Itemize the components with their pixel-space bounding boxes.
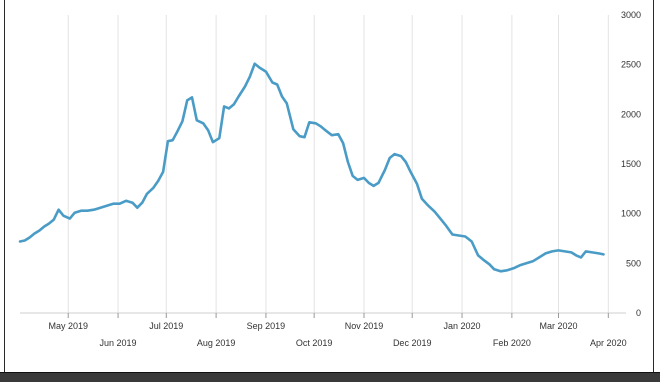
x-axis-ticks: May 2019 Jul 2019 Sep 2019 Nov 2019 Jan 2020… xyxy=(48,313,627,348)
x-tick-label: Jul 2019 xyxy=(149,321,183,331)
series-line xyxy=(18,62,605,273)
x-tick-label: Sep 2019 xyxy=(247,321,286,331)
x-tick-label: Dec 2019 xyxy=(393,338,432,348)
x-tick-label: Apr 2020 xyxy=(590,338,627,348)
x-tick-label: Mar 2020 xyxy=(539,321,577,331)
x-tick-label: Jan 2020 xyxy=(444,321,481,331)
y-tick-label: 0 xyxy=(636,308,641,318)
y-tick-label: 2000 xyxy=(621,109,641,119)
x-tick-label: May 2019 xyxy=(48,321,88,331)
y-axis-ticks: 3000 2500 2000 1500 1000 500 0 xyxy=(621,10,641,318)
x-tick-label: Oct 2019 xyxy=(296,338,333,348)
vertical-gridlines xyxy=(67,15,609,313)
y-tick-label: 1500 xyxy=(621,159,641,169)
x-tick-label: Aug 2019 xyxy=(197,338,236,348)
x-tick-label: Jun 2019 xyxy=(100,338,137,348)
chart-frame xyxy=(4,0,654,372)
x-tick-label: Feb 2020 xyxy=(493,338,531,348)
y-tick-label: 3000 xyxy=(621,10,641,20)
window-bottom-bar xyxy=(0,372,660,382)
line-chart: 3000 2500 2000 1500 1000 500 0 May 2019 Jul 201… xyxy=(18,10,641,348)
x-tick-label: Nov 2019 xyxy=(345,321,384,331)
y-tick-label: 2500 xyxy=(621,60,641,70)
y-tick-label: 1000 xyxy=(621,209,641,219)
y-tick-label: 500 xyxy=(626,258,641,268)
